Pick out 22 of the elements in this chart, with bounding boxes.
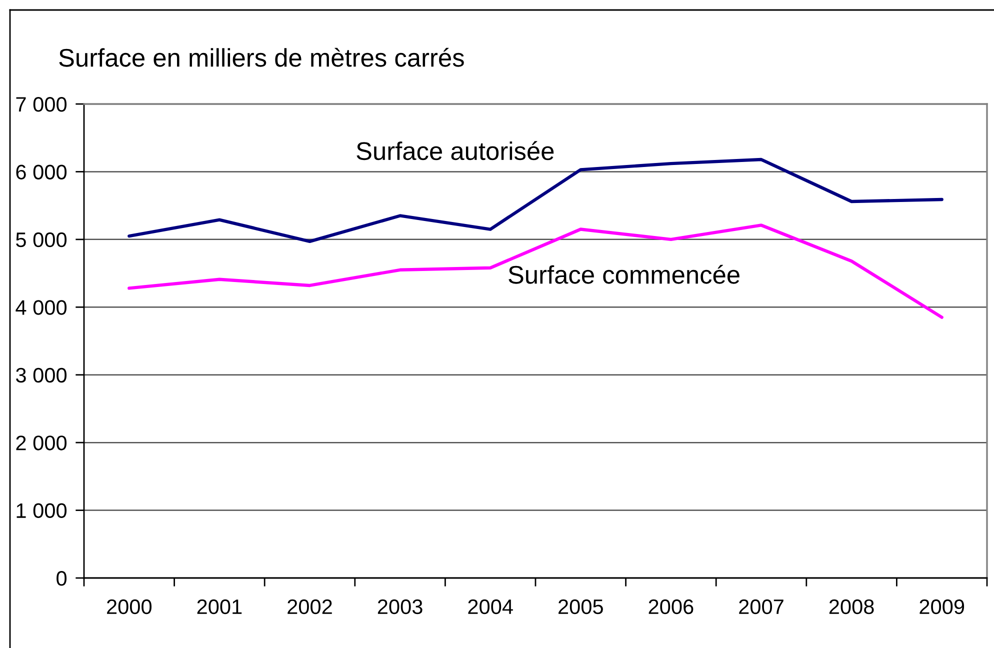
y-tick-label: 4 000	[16, 300, 67, 315]
line-series	[128, 224, 944, 319]
y-tick-label: 3 000	[16, 368, 67, 383]
x-tick-label: 2008	[829, 599, 874, 614]
y-tick-label: 1 000	[16, 503, 67, 518]
series-label: Surface autorisée	[356, 141, 554, 160]
y-tick-label: 6 000	[16, 164, 67, 180]
x-tick-label: 2005	[558, 599, 603, 614]
x-tick-label: 2001	[197, 599, 242, 614]
y-axis-title: Surface en milliers de mètres carrés	[59, 48, 464, 67]
y-tick-label: 0	[56, 571, 67, 586]
y-tick-label: 7 000	[16, 97, 67, 112]
y-tick-label: 2 000	[16, 436, 67, 450]
x-tick-label: 2006	[648, 599, 694, 614]
x-tick-label: 2002	[288, 599, 332, 614]
x-tick-label: 2000	[107, 599, 152, 614]
series-label: Surface commencée	[508, 264, 740, 284]
x-tick-label: 2009	[920, 599, 964, 614]
x-tick-label: 2007	[739, 599, 784, 614]
x-tick-label: 2003	[378, 599, 422, 614]
y-tick-label: 5 000	[16, 232, 67, 248]
x-tick-label: 2004	[468, 599, 513, 614]
